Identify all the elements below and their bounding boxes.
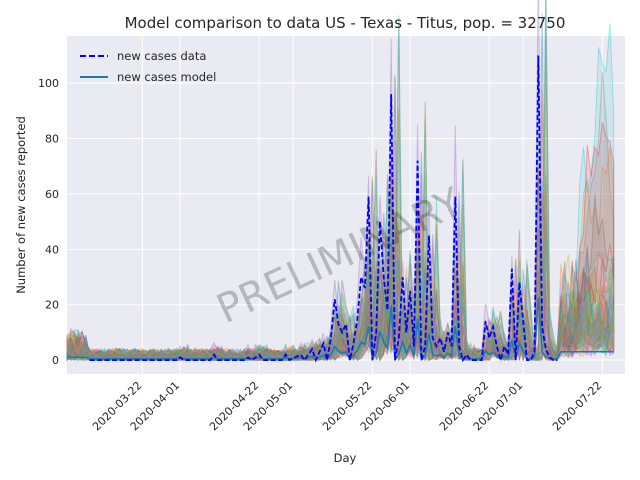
model-ensemble: [66, 0, 615, 363]
plot-background: [67, 36, 625, 374]
data-line: [89, 55, 558, 364]
model-band: [66, 76, 615, 362]
y-tick-label: 0: [52, 354, 59, 367]
model-band: [66, 13, 615, 362]
model-band: [66, 102, 615, 362]
model-band: [66, 39, 615, 362]
model-band: [66, 213, 615, 362]
model-band: [66, 46, 615, 362]
grid: [67, 36, 625, 374]
model-lines: [67, 297, 614, 361]
legend: new cases data new cases model: [80, 49, 216, 84]
legend-label-data: new cases data: [117, 49, 206, 63]
x-axis-label: Day: [334, 451, 357, 465]
y-axis-label: Number of new cases reported: [14, 116, 28, 294]
model-band: [66, 229, 615, 362]
y-tick-label: 60: [45, 188, 59, 201]
y-tick-label: 40: [45, 243, 59, 256]
y-tick-labels: 0 20 40 60 80 100: [38, 77, 59, 367]
model-band: [66, 221, 615, 363]
model-band: [66, 0, 615, 362]
chart-title: Model comparison to data US - Texas - Ti…: [125, 14, 566, 32]
model-band: [66, 139, 615, 362]
data-series: [89, 55, 558, 364]
model-band: [66, 23, 615, 362]
y-tick-label: 100: [38, 77, 59, 90]
y-tick-label: 20: [45, 299, 59, 312]
model-line: [67, 297, 614, 361]
y-tick-label: 80: [45, 133, 59, 146]
model-band: [66, 122, 615, 362]
model-band: [66, 178, 615, 362]
model-band: [66, 164, 615, 362]
model-band: [66, 0, 615, 362]
legend-label-model: new cases model: [117, 70, 216, 84]
